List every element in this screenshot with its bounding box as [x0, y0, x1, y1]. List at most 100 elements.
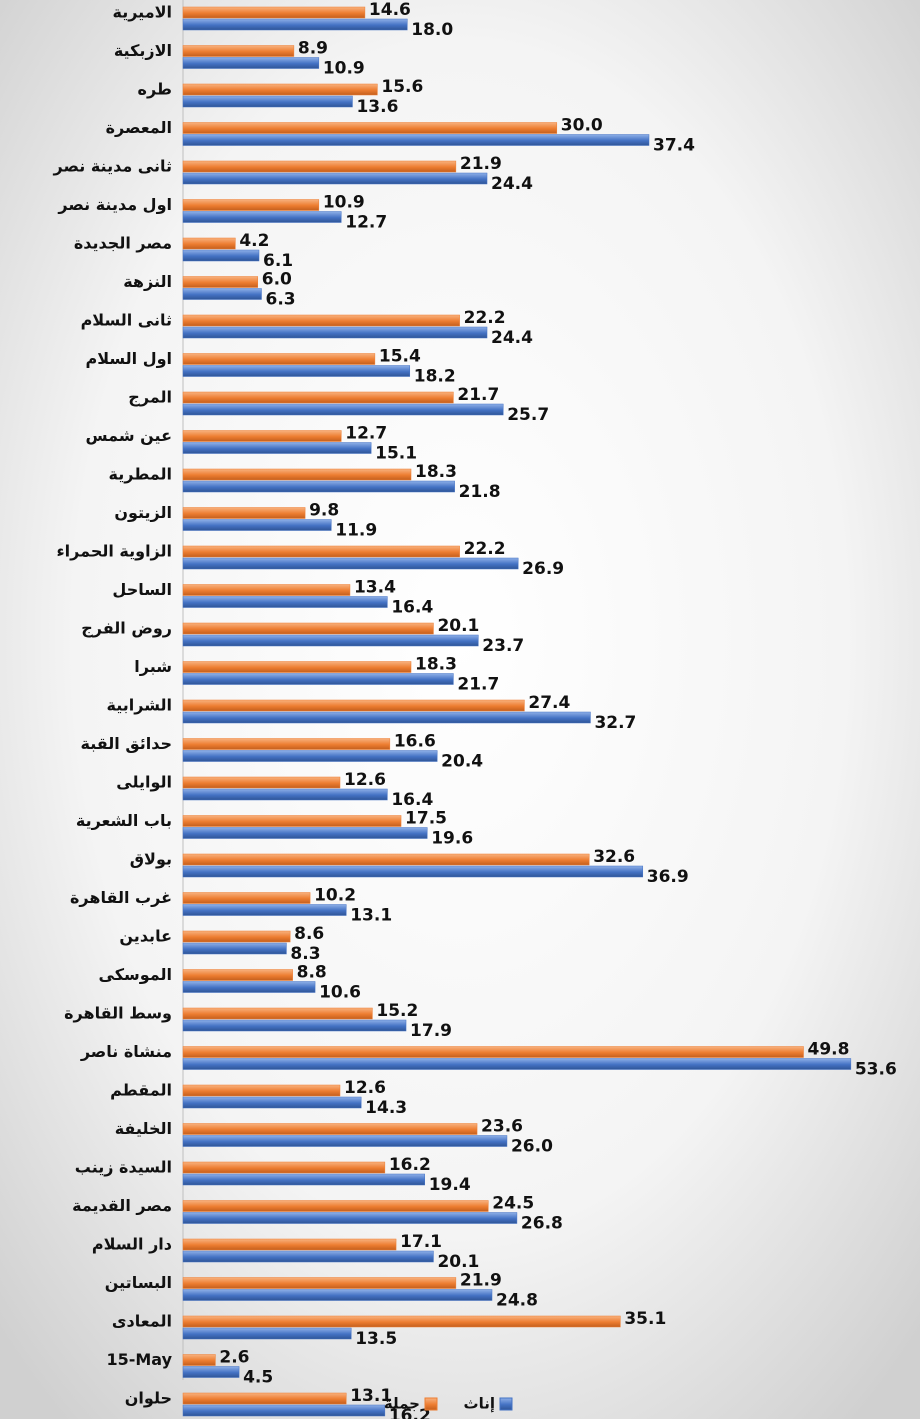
- value-label: 13.4: [354, 578, 396, 598]
- category-label: المعادى: [112, 1312, 172, 1331]
- value-label: 16.4: [391, 598, 433, 618]
- value-label: 20.1: [437, 616, 479, 636]
- bar: [182, 480, 455, 493]
- bar: [182, 634, 479, 647]
- bar: [182, 699, 525, 712]
- bar: [182, 1019, 407, 1032]
- bar: [182, 622, 434, 635]
- value-label: 8.6: [294, 924, 324, 944]
- bar: [182, 545, 460, 558]
- bar: [182, 815, 402, 827]
- category-label: عين شمس: [85, 426, 172, 445]
- value-label: 8.3: [290, 944, 320, 964]
- bar: [182, 391, 454, 404]
- bar: [182, 1289, 493, 1301]
- bar: [182, 442, 372, 454]
- value-label: 36.9: [647, 867, 689, 887]
- category-label: الزيتون: [114, 503, 172, 522]
- bar: [182, 6, 366, 19]
- value-label: 15.1: [375, 444, 417, 464]
- value-label: 19.4: [429, 1175, 471, 1195]
- value-label: 24.4: [491, 328, 533, 348]
- bar: [182, 276, 259, 288]
- value-label: 10.2: [314, 886, 356, 906]
- value-label: 24.8: [496, 1291, 538, 1311]
- value-label: 12.6: [344, 1078, 386, 1098]
- category-label: المرج: [128, 388, 172, 407]
- value-label: 22.2: [464, 539, 506, 559]
- bar: [182, 365, 411, 377]
- category-label: اول السلام: [85, 349, 172, 368]
- value-label: 18.2: [414, 367, 456, 387]
- value-label: 19.6: [431, 829, 473, 849]
- bar: [182, 134, 650, 146]
- bar: [182, 788, 388, 801]
- bar: [182, 1046, 804, 1058]
- category-label: اول مدينة نصر: [57, 195, 172, 214]
- value-label: 2.6: [219, 1348, 249, 1368]
- category-label: طره: [138, 80, 172, 99]
- bar: [182, 249, 260, 262]
- value-label: 17.9: [410, 1021, 452, 1041]
- bar: [182, 430, 342, 442]
- bar: [182, 1173, 425, 1186]
- category-label: ثانى مدينة نصر: [53, 157, 172, 176]
- value-label: 12.7: [345, 424, 387, 444]
- value-label: 14.3: [365, 1098, 407, 1118]
- value-label: 11.9: [335, 521, 377, 541]
- bar: [182, 353, 376, 365]
- bar: [182, 160, 457, 173]
- bar: [182, 199, 320, 211]
- category-label: غرب القاهرة: [70, 888, 172, 907]
- value-label: 23.7: [482, 636, 524, 656]
- category-label: الوايلى: [116, 773, 172, 792]
- value-label: 16.6: [394, 732, 436, 752]
- category-label: النزهة: [123, 272, 172, 291]
- value-label: 20.4: [441, 752, 483, 772]
- value-label: 21.8: [459, 482, 501, 502]
- bar: [182, 865, 644, 878]
- value-label: 26.8: [521, 1214, 563, 1234]
- bar: [182, 1058, 852, 1070]
- value-label: 10.6: [319, 983, 361, 1003]
- value-label: 8.9: [298, 39, 328, 59]
- bar: [182, 1007, 373, 1020]
- bar: [182, 904, 347, 916]
- bar: [182, 95, 353, 108]
- value-label: 18.0: [411, 20, 453, 40]
- category-label: دار السلام: [92, 1235, 172, 1254]
- bar: [182, 237, 236, 250]
- value-label: 24.5: [492, 1194, 534, 1214]
- value-label: 10.9: [323, 193, 365, 213]
- legend-label: جملة: [384, 1395, 420, 1413]
- bar: [182, 930, 291, 943]
- bar: [182, 18, 408, 31]
- bar: [182, 673, 454, 685]
- category-label: حدائق القبة: [81, 734, 173, 753]
- category-label: مصر الجديدة: [74, 234, 172, 253]
- category-label: منشاة ناصر: [80, 1042, 172, 1061]
- value-label: 12.6: [344, 770, 386, 790]
- value-label: 8.8: [297, 963, 327, 983]
- category-label: الاميرية: [113, 3, 173, 22]
- bar: [182, 1123, 478, 1135]
- category-label: بولاق: [130, 850, 172, 869]
- value-label: 21.9: [460, 1271, 502, 1291]
- value-label: 21.9: [460, 154, 502, 174]
- category-label: شبرا: [134, 657, 172, 676]
- bar: [182, 1238, 397, 1251]
- value-label: 16.2: [389, 1406, 431, 1419]
- value-label: 15.6: [381, 77, 423, 97]
- bar: [182, 211, 342, 223]
- bar: [182, 711, 591, 724]
- value-label: 13.6: [356, 97, 398, 117]
- bar: [182, 1327, 352, 1340]
- legend-swatch: [499, 1397, 513, 1411]
- legend-swatch: [424, 1397, 438, 1411]
- bar: [182, 57, 320, 69]
- value-label: 23.6: [481, 1117, 523, 1137]
- value-label: 24.4: [491, 174, 533, 194]
- category-label: باب الشعرية: [76, 811, 172, 830]
- category-label: ثانى السلام: [81, 311, 172, 330]
